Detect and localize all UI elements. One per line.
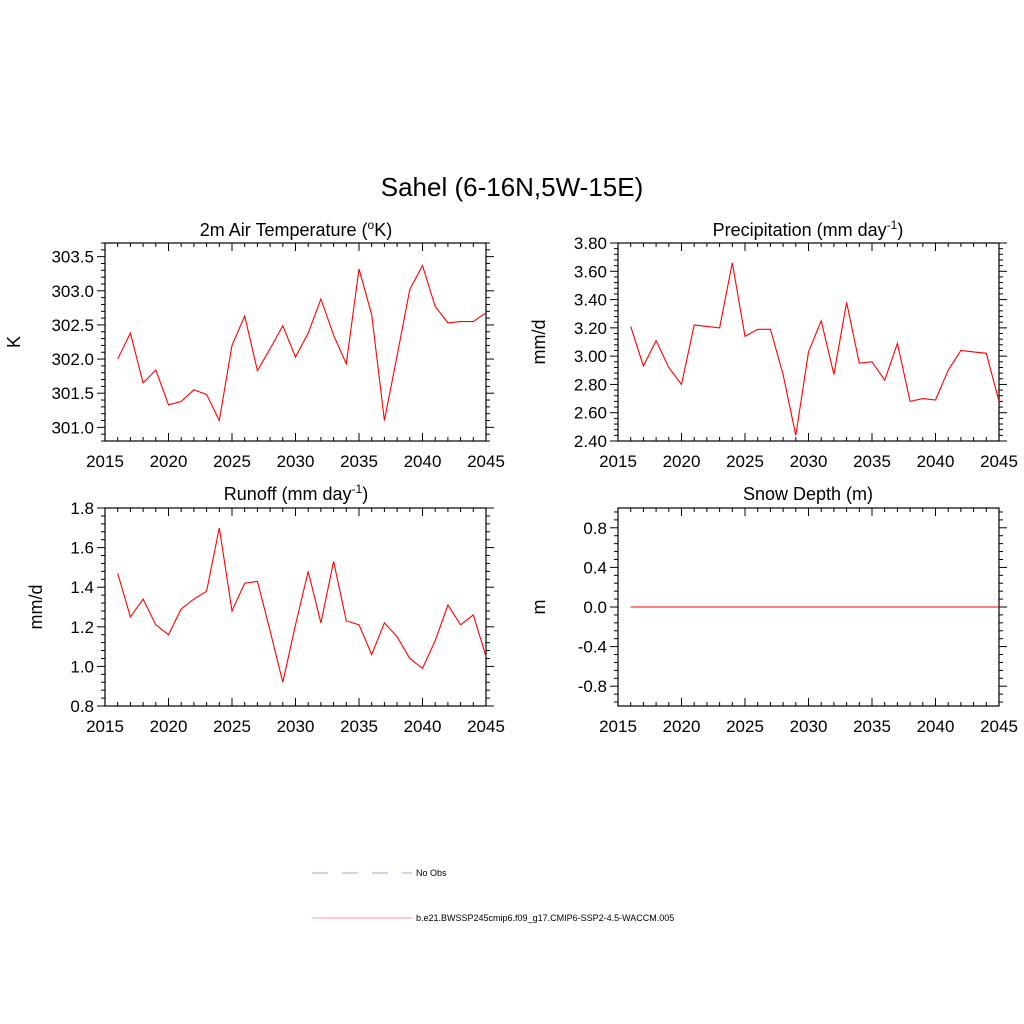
figure-title: Sahel (6-16N,5W-15E) [381,172,644,202]
panel-title: Precipitation (mm day-1) [713,218,904,240]
legend: No Obs b.e21.BWSSP245cmip6.f09_g17.CMIP6… [312,868,674,923]
y-tick-label: 2.40 [574,432,607,451]
x-tick-label: 2025 [213,452,251,471]
y-tick-label: 302.5 [51,316,94,335]
y-axis-label: m [529,600,549,615]
y-tick-label: 0.8 [583,519,607,538]
x-tick-label: 2045 [980,452,1018,471]
x-tick-label: 2030 [790,717,828,736]
y-tick-label: 1.2 [70,618,94,637]
x-tick-label: 2030 [277,452,315,471]
x-tick-label: 2040 [404,452,442,471]
y-tick-label: 0.8 [70,697,94,716]
panel-title-sup: -1 [887,218,898,232]
y-tick-label: 2.60 [574,404,607,423]
y-tick-label: 2.80 [574,375,607,394]
panel-title-sup: o [368,218,375,232]
y-tick-label: 302.0 [51,350,94,369]
panel-title-main: Runoff (mm day [224,484,352,504]
y-tick-label: 303.5 [51,248,94,267]
y-tick-label: 3.00 [574,347,607,366]
panel-4: Snow Depth (m) m 2015 2020 2025 2030 2035 2040 2… [529,484,1018,736]
y-tick-label: 3.20 [574,319,607,338]
x-tick-label: 2020 [150,452,188,471]
x-tick-label: 2035 [853,717,891,736]
y-tick-label: 301.5 [51,384,94,403]
y-tick-label: 301.0 [51,418,94,437]
x-tick-label: 2035 [853,452,891,471]
y-axis-label: mm/d [26,585,46,630]
x-tick-label: 2035 [340,717,378,736]
x-tick-label: 2045 [467,452,505,471]
x-tick-label: 2035 [340,452,378,471]
panel-title-post: ) [362,484,368,504]
x-tick-label: 2045 [980,717,1018,736]
x-tick-label: 2030 [277,717,315,736]
x-tick-label: 2025 [726,717,764,736]
panel-title-main: Precipitation (mm day [713,220,887,240]
x-tick-label: 2030 [790,452,828,471]
y-axis-label: K [4,336,24,348]
panel-3: Runoff (mm day-1) mm/d 2015 2020 2025 2030 203… [26,482,505,736]
x-tick-label: 2015 [599,717,637,736]
panel-title: Runoff (mm day-1) [224,482,368,504]
data-series-line [117,527,487,683]
plot-frame [104,507,487,707]
y-tick-label: -0.8 [578,677,607,696]
x-tick-label: 2020 [663,452,701,471]
panel-2: Precipitation (mm day-1) mm/d 2015 2020 2025… [529,218,1018,471]
y-tick-label: 1.0 [70,657,94,676]
panel-title: Snow Depth (m) [743,484,873,504]
y-tick-label: -0.4 [578,638,607,657]
y-tick-label: 1.4 [70,578,94,597]
panel-title-sup: -1 [352,482,363,496]
panel-title-main: 2m Air Temperature ( [200,220,368,240]
x-tick-label: 2015 [86,452,124,471]
x-tick-label: 2015 [599,452,637,471]
data-series-line [117,264,487,423]
legend-label-model: b.e21.BWSSP245cmip6.f09_g17.CMIP6-SSP2-4… [416,913,674,923]
plot-frame [104,242,487,442]
data-series-line [630,262,1000,436]
y-tick-label: 3.40 [574,291,607,310]
y-tick-label: 3.80 [574,234,607,253]
x-tick-label: 2040 [404,717,442,736]
panels: 2m Air Temperature (oK) K 2015 2020 2025 2030… [4,218,1018,736]
x-tick-label: 2040 [917,717,955,736]
legend-label-no-obs: No Obs [416,868,447,878]
panel-title: 2m Air Temperature (oK) [200,218,392,240]
x-tick-label: 2045 [467,717,505,736]
y-tick-label: 0.4 [583,558,607,577]
x-tick-label: 2020 [663,717,701,736]
panel-title-post: ) [897,220,903,240]
x-tick-label: 2025 [726,452,764,471]
x-tick-label: 2040 [917,452,955,471]
panel-title-main: Snow Depth (m) [743,484,873,504]
y-tick-label: 0.0 [583,598,607,617]
y-tick-label: 1.8 [70,499,94,518]
plot-frame [617,242,1000,442]
y-tick-label: 3.60 [574,262,607,281]
x-tick-label: 2025 [213,717,251,736]
y-tick-label: 1.6 [70,539,94,558]
panel-1: 2m Air Temperature (oK) K 2015 2020 2025 2030… [4,218,505,471]
y-tick-label: 303.0 [51,282,94,301]
y-axis-label: mm/d [529,320,549,365]
panel-title-post: K) [374,220,392,240]
x-tick-label: 2020 [150,717,188,736]
x-tick-label: 2015 [86,717,124,736]
